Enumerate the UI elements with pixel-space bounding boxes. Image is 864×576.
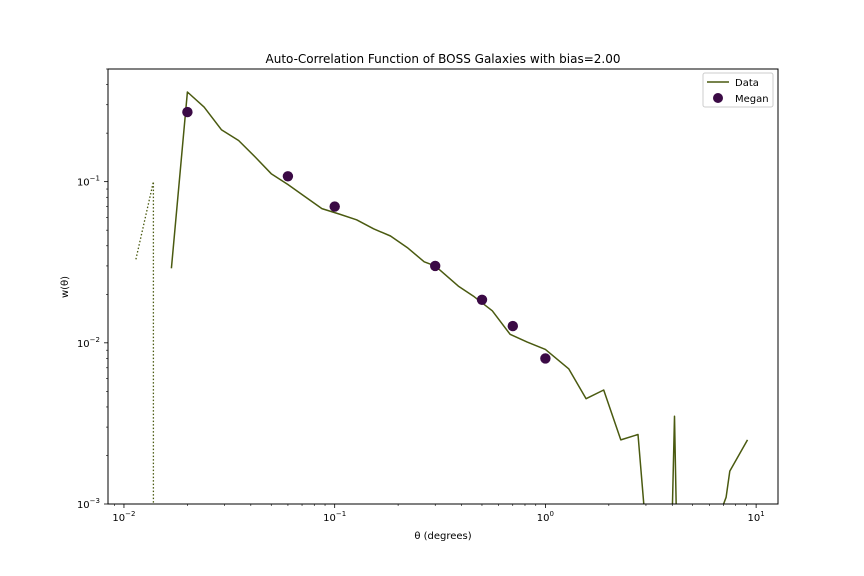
plot-frame bbox=[107, 68, 779, 505]
x-tick-label: 100 bbox=[537, 510, 554, 524]
megan-point bbox=[507, 320, 518, 332]
megan-point bbox=[282, 171, 294, 182]
legend-label-megan: Megan bbox=[735, 94, 769, 105]
y-tick-label: 10−3 bbox=[77, 497, 100, 511]
data-line-series bbox=[170, 91, 749, 504]
legend-label-data: Data bbox=[735, 78, 759, 89]
series-layer bbox=[135, 91, 749, 504]
megan-point bbox=[430, 260, 441, 272]
x-tick-label: 10−1 bbox=[323, 510, 346, 524]
x-axis-label: θ (degrees) bbox=[414, 531, 471, 542]
megan-point bbox=[329, 201, 340, 212]
y-tick-label: 10−1 bbox=[77, 175, 100, 189]
megan-point bbox=[182, 106, 193, 118]
megan-point bbox=[540, 353, 551, 364]
x-tick-label: 101 bbox=[748, 510, 765, 524]
y-tick-label: 10−2 bbox=[77, 336, 100, 350]
plot-area bbox=[108, 69, 778, 504]
chart-title: Auto-Correlation Function of BOSS Galaxi… bbox=[266, 52, 621, 66]
x-tick-label: 10−2 bbox=[112, 510, 135, 524]
legend: Data Megan bbox=[702, 72, 774, 108]
megan-point bbox=[476, 294, 488, 305]
legend-marker-swatch bbox=[713, 93, 723, 103]
tick-layer: 10−2 10−1 100 101 10−3 10−2 10−1 bbox=[77, 68, 765, 524]
y-axis-label: w(θ) bbox=[60, 276, 71, 298]
